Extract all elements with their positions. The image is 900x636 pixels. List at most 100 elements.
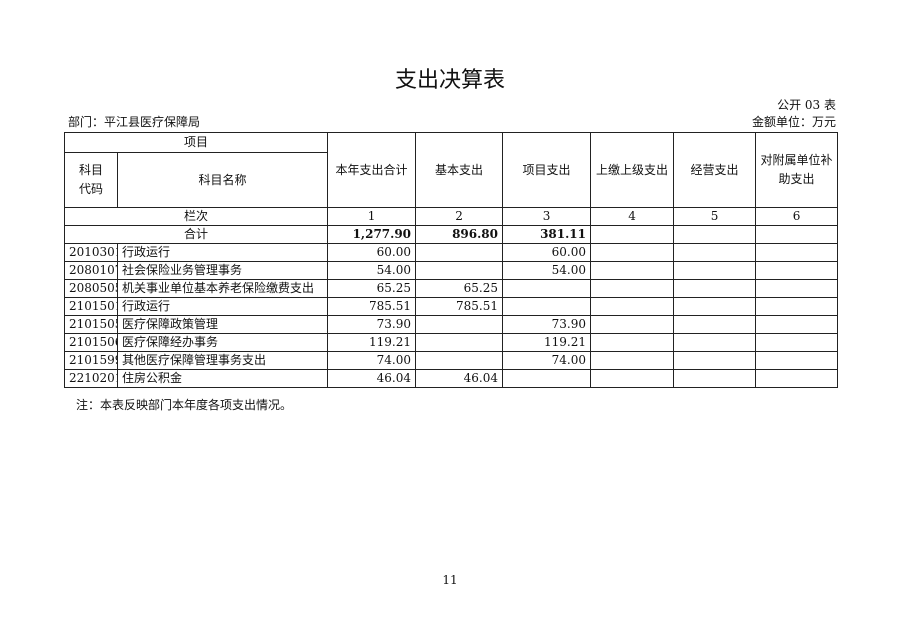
cell-total: 119.21: [327, 333, 417, 352]
cell-empty: [755, 279, 839, 298]
cell-name: 行政运行: [116, 243, 329, 262]
cell-code: 2080505: [64, 279, 118, 298]
department-label: 部门：平江县医疗保障局: [68, 115, 201, 129]
cell-empty: [673, 369, 757, 388]
cell-empty: [755, 261, 839, 280]
cell-empty: [590, 351, 675, 370]
cell-empty: [673, 297, 757, 316]
cell-project: [502, 297, 592, 316]
index-3: 3: [502, 207, 592, 226]
cell-code: 2080107: [64, 261, 118, 280]
cell-code: 2101505: [64, 315, 118, 334]
cell-total: 74.00: [327, 351, 417, 370]
total-project: 381.11: [502, 225, 592, 244]
cell-basic: [415, 261, 504, 280]
total-business: [673, 225, 757, 244]
index-6: 6: [755, 207, 839, 226]
expenditure-table: 项目 本年支出合计 基本支出 项目支出 上缴上级支出 经营支出 对附属单位补助支…: [63, 132, 839, 388]
index-label: 栏次: [63, 207, 329, 226]
cell-empty: [755, 351, 839, 370]
cell-empty: [590, 279, 675, 298]
table-row: 2101501 行政运行 785.51 785.51: [64, 297, 839, 316]
total-subsidy: [755, 225, 839, 244]
header-item: 项目: [63, 132, 329, 153]
header-business: 经营支出: [673, 132, 757, 208]
cell-empty: [590, 369, 675, 388]
index-5: 5: [673, 207, 757, 226]
cell-name: 医疗保障经办事务: [116, 333, 329, 352]
cell-empty: [673, 279, 757, 298]
cell-total: 785.51: [327, 297, 417, 316]
cell-code: 2010301: [64, 243, 118, 262]
page-title: 支出决算表: [394, 68, 505, 93]
index-1: 1: [327, 207, 417, 226]
index-2: 2: [415, 207, 504, 226]
table-row: 2080505 机关事业单位基本养老保险缴费支出 65.25 65.25: [64, 279, 839, 298]
cell-total: 46.04: [327, 369, 417, 388]
cell-project: 60.00: [502, 243, 592, 262]
cell-name: 其他医疗保障管理事务支出: [116, 351, 329, 370]
cell-name: 医疗保障政策管理: [116, 315, 329, 334]
cell-project: 73.90: [502, 315, 592, 334]
unit-label: 金额单位：万元: [751, 115, 836, 129]
cell-total: 60.00: [327, 243, 417, 262]
cell-code: 2101599: [64, 351, 118, 370]
cell-basic: 785.51: [415, 297, 504, 316]
table-row: 2010301 行政运行 60.00 60.00: [64, 243, 839, 262]
form-number: 公开 03 表: [777, 98, 836, 112]
cell-project: 54.00: [502, 261, 592, 280]
total-basic: 896.80: [415, 225, 504, 244]
header-name: 科目名称: [116, 152, 329, 208]
cell-empty: [590, 243, 675, 262]
cell-project: 74.00: [502, 351, 592, 370]
cell-empty: [673, 243, 757, 262]
cell-empty: [590, 333, 675, 352]
cell-empty: [755, 297, 839, 316]
table-row: 2101599 其他医疗保障管理事务支出 74.00 74.00: [64, 351, 839, 370]
header-upper: 上缴上级支出: [590, 132, 675, 208]
table-row: 2101506 医疗保障经办事务 119.21 119.21: [64, 333, 839, 352]
cell-basic: [415, 315, 504, 334]
cell-empty: [673, 333, 757, 352]
cell-total: 65.25: [327, 279, 417, 298]
header-total: 本年支出合计: [327, 132, 417, 208]
cell-code: 2101506: [64, 333, 118, 352]
header-row: 项目 本年支出合计 基本支出 项目支出 上缴上级支出 经营支出 对附属单位补助支…: [63, 132, 839, 208]
header-subsidy: 对附属单位补助支出: [755, 132, 839, 208]
cell-empty: [673, 351, 757, 370]
cell-basic: [415, 243, 504, 262]
cell-code: 2101501: [64, 297, 118, 316]
total-row: 合计 1,277.90 896.80 381.11: [63, 225, 839, 244]
header-basic: 基本支出: [415, 132, 504, 208]
cell-project: [502, 369, 592, 388]
index-4: 4: [590, 207, 675, 226]
cell-empty: [755, 333, 839, 352]
cell-empty: [755, 369, 839, 388]
cell-empty: [673, 315, 757, 334]
table-row: 2080107 社会保险业务管理事务 54.00 54.00: [64, 261, 839, 280]
cell-empty: [590, 297, 675, 316]
page-number: 11: [442, 573, 458, 587]
cell-basic: 46.04: [415, 369, 504, 388]
cell-code: 2210201: [64, 369, 118, 388]
cell-name: 社会保险业务管理事务: [116, 261, 329, 280]
total-label: 合计: [63, 225, 329, 244]
cell-total: 73.90: [327, 315, 417, 334]
header-project: 项目支出: [502, 132, 592, 208]
cell-basic: [415, 333, 504, 352]
cell-project: 119.21: [502, 333, 592, 352]
cell-project: [502, 279, 592, 298]
cell-empty: [590, 261, 675, 280]
column-index-row: 栏次 1 2 3 4 5 6: [63, 207, 839, 226]
cell-empty: [755, 315, 839, 334]
header-row-2: 科目代码 科目名称: [64, 152, 838, 208]
cell-empty: [590, 315, 675, 334]
table-row: 2101505 医疗保障政策管理 73.90 73.90: [64, 315, 839, 334]
cell-empty: [673, 261, 757, 280]
table-row: 2210201 住房公积金 46.04 46.04: [64, 369, 839, 388]
cell-name: 住房公积金: [116, 369, 329, 388]
cell-empty: [755, 243, 839, 262]
footnote: 注：本表反映部门本年度各项支出情况。: [76, 398, 293, 412]
cell-total: 54.00: [327, 261, 417, 280]
cell-basic: 65.25: [415, 279, 504, 298]
